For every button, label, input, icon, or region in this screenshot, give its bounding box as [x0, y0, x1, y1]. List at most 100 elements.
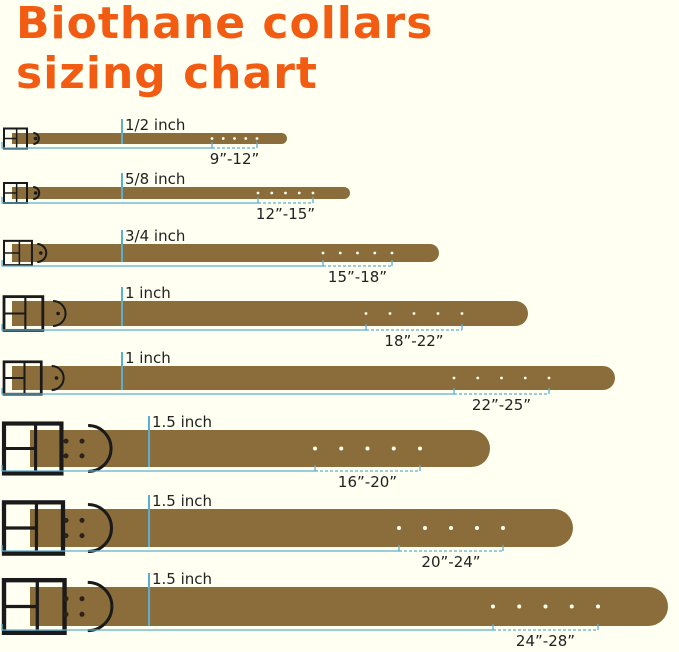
- size-range-label: 18”-22”: [384, 332, 443, 350]
- width-label: 1.5 inch: [152, 492, 212, 510]
- hole: [391, 446, 396, 451]
- hole: [390, 251, 394, 255]
- strap: [12, 366, 615, 390]
- collar-7: 1.5 inch 20”-24”: [1, 492, 573, 571]
- length-bracket: [1, 260, 324, 267]
- hole: [338, 251, 342, 255]
- hole: [255, 137, 259, 140]
- strap-base: [12, 187, 24, 199]
- width-label: 3/4 inch: [125, 227, 185, 245]
- hole: [373, 251, 377, 255]
- hole: [423, 526, 427, 530]
- rivet-icon: [63, 533, 69, 539]
- rivet-icon: [63, 453, 69, 459]
- size-range-label: 20”-24”: [421, 553, 480, 571]
- strap-base: [12, 133, 23, 144]
- length-bracket: [1, 197, 259, 204]
- d-ring-icon: [87, 502, 113, 554]
- hole: [210, 137, 214, 140]
- d-ring-icon: [51, 365, 65, 391]
- length-bracket: [1, 624, 494, 631]
- collar-1: 1/2 inch 9”-12”: [1, 116, 287, 168]
- strap: [12, 133, 287, 144]
- hole: [476, 376, 480, 380]
- hole: [523, 376, 527, 380]
- hole: [491, 604, 495, 609]
- hole: [297, 191, 301, 195]
- hole: [321, 251, 325, 255]
- rivet-icon: [79, 453, 85, 459]
- hole: [284, 191, 287, 195]
- hole: [388, 312, 392, 315]
- hole: [569, 604, 574, 609]
- length-bracket: [1, 545, 400, 552]
- hole: [412, 312, 416, 315]
- rivet-icon: [79, 438, 85, 444]
- rivet-icon: [79, 533, 85, 539]
- d-ring-icon: [33, 132, 40, 145]
- d-ring-icon: [37, 243, 48, 263]
- length-bracket: [1, 142, 213, 149]
- rivet-icon: [33, 191, 38, 195]
- title-line-2: sizing chart: [16, 48, 318, 99]
- size-range-label: 24”-28”: [516, 632, 575, 650]
- width-label: 1 inch: [125, 349, 171, 367]
- hole: [256, 191, 260, 195]
- hole: [244, 137, 248, 140]
- rivet-icon: [33, 136, 38, 141]
- strap: [30, 509, 573, 547]
- rivet-icon: [79, 596, 85, 602]
- strap: [12, 301, 528, 326]
- hole: [547, 376, 551, 380]
- size-range-label: 9”-12”: [210, 150, 260, 168]
- rivet-icon: [54, 376, 59, 380]
- collar-4: 1 inch 18”-22”: [1, 284, 528, 350]
- d-ring-icon: [87, 580, 114, 633]
- length-bracket: [1, 324, 367, 331]
- collar-8: 1.5 inch 24”-28”: [1, 570, 668, 650]
- hole: [517, 604, 522, 609]
- hole: [449, 526, 453, 530]
- hole: [418, 446, 422, 451]
- strap: [12, 187, 350, 199]
- rivet-icon: [63, 611, 69, 617]
- strap: [12, 244, 439, 262]
- hole: [313, 446, 317, 451]
- hole: [397, 526, 401, 530]
- d-ring-icon: [52, 300, 67, 327]
- rivet-icon: [63, 596, 69, 602]
- collar-3: 3/4 inch 15”-18”: [1, 227, 439, 286]
- collar-6: 1.5 inch 16”-20”: [1, 413, 490, 491]
- hole: [339, 446, 344, 451]
- hole: [365, 446, 370, 451]
- hole: [221, 137, 225, 140]
- hole: [500, 376, 503, 380]
- hole: [233, 137, 236, 140]
- hole: [460, 312, 464, 315]
- title-line-1: Biothane collars: [16, 0, 434, 49]
- hole: [596, 604, 600, 609]
- hole: [452, 376, 456, 380]
- strap-base: [12, 244, 30, 262]
- strap: [30, 430, 490, 467]
- hole: [270, 191, 274, 195]
- hole: [501, 526, 505, 530]
- hole: [356, 251, 359, 255]
- size-range-label: 12”-15”: [256, 205, 315, 223]
- rivet-icon: [56, 311, 60, 316]
- rivet-icon: [79, 517, 85, 523]
- rivet-icon: [79, 611, 85, 617]
- size-range-label: 16”-20”: [338, 473, 397, 491]
- hole: [436, 312, 440, 315]
- width-label: 1/2 inch: [125, 116, 185, 134]
- length-bracket: [1, 388, 455, 395]
- width-label: 1.5 inch: [152, 413, 212, 431]
- hole: [475, 526, 479, 530]
- strap: [30, 587, 668, 626]
- length-bracket: [1, 465, 316, 472]
- width-label: 1.5 inch: [152, 570, 212, 588]
- width-label: 5/8 inch: [125, 170, 185, 188]
- width-label: 1 inch: [125, 284, 171, 302]
- d-ring-icon: [33, 186, 41, 200]
